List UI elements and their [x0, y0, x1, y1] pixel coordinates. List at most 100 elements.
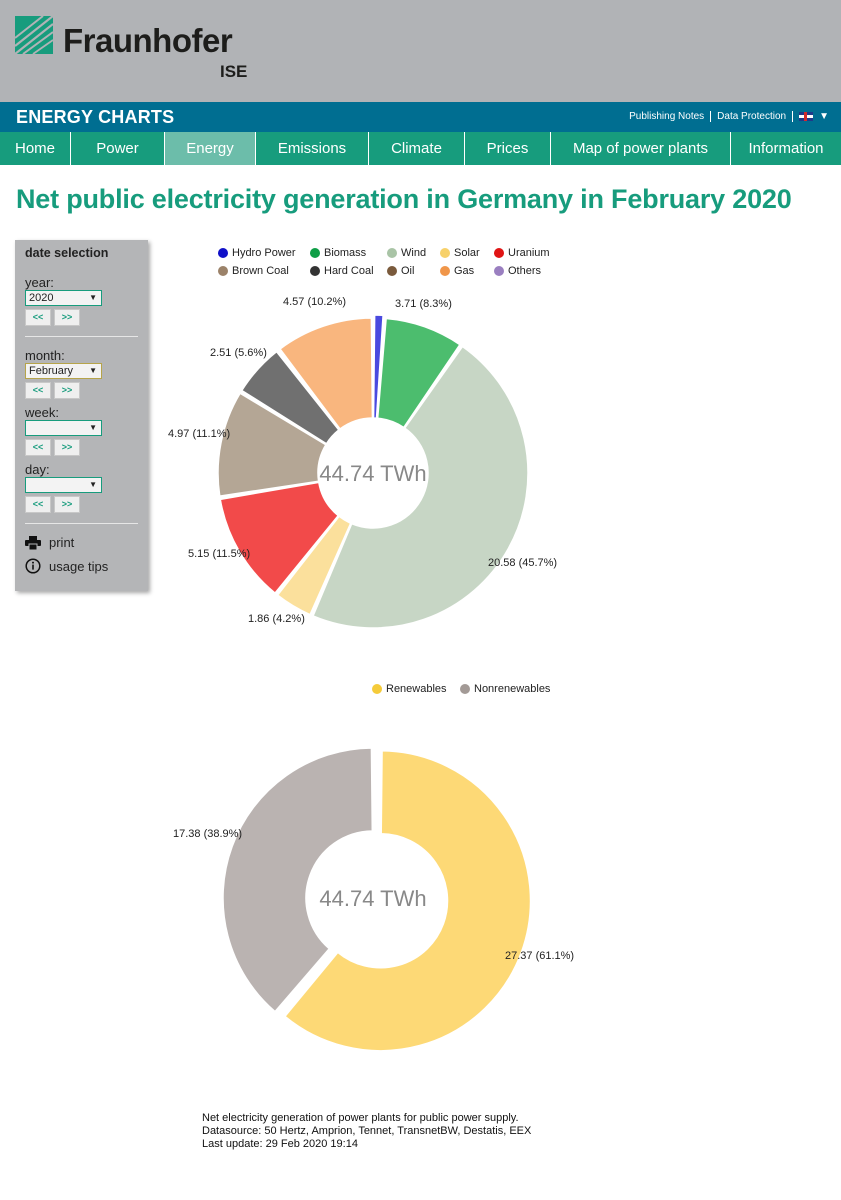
year-select[interactable]: 2020 ▼ — [25, 290, 102, 306]
publishing-notes-link[interactable]: Publishing Notes — [623, 111, 712, 122]
legend-label: Oil — [401, 265, 415, 277]
info-icon — [25, 558, 41, 574]
nav-item-prices[interactable]: Prices — [465, 132, 551, 165]
slice-renewables[interactable] — [284, 750, 532, 1052]
legend-item-gas[interactable]: Gas — [440, 265, 474, 277]
usage-tips-button[interactable]: usage tips — [25, 558, 138, 574]
nav-item-home[interactable]: Home — [0, 132, 71, 165]
logo-name: Fraunhofer — [63, 22, 233, 59]
top-links: Publishing Notes Data Protection ▼ — [623, 111, 829, 122]
month-value: February — [29, 365, 74, 377]
legend-label: Biomass — [324, 247, 367, 259]
legend-label: Nonrenewables — [474, 683, 551, 695]
year-value: 2020 — [29, 292, 54, 304]
divider — [25, 336, 138, 337]
slice-label-solar: 1.86 (4.2%) — [248, 613, 305, 625]
legend-item-hard-coal[interactable]: Hard Coal — [310, 265, 374, 277]
print-button[interactable]: print — [25, 535, 138, 550]
app-title[interactable]: ENERGY CHARTS — [16, 107, 175, 127]
chevron-down-icon: ▼ — [89, 366, 97, 375]
month-select[interactable]: February ▼ — [25, 363, 102, 379]
chevron-down-icon: ▼ — [819, 111, 829, 122]
slice-label-wind: 20.58 (45.7%) — [488, 557, 557, 569]
title-bar: ENERGY CHARTS Publishing Notes Data Prot… — [0, 102, 841, 132]
legend-swatch — [310, 248, 320, 258]
legend-label: Hydro Power — [232, 247, 296, 259]
legend-item-oil[interactable]: Oil — [387, 265, 414, 277]
date-selection-panel: date selection year: 2020 ▼ << >> month:… — [15, 240, 148, 591]
legend-swatch — [387, 248, 397, 258]
page-title: Net public electricity generation in Ger… — [16, 184, 792, 214]
brand-bar: Fraunhofer ISE — [0, 0, 841, 102]
legend-item-others[interactable]: Others — [494, 265, 541, 277]
legend-item-biomass[interactable]: Biomass — [310, 247, 366, 259]
donut-center-total: 44.74 TWh — [319, 886, 426, 911]
legend-swatch — [218, 248, 228, 258]
legend-item-renewables[interactable]: Renewables — [372, 683, 447, 695]
day-select[interactable]: ▼ — [25, 477, 102, 493]
legend-item-solar[interactable]: Solar — [440, 247, 480, 259]
data-protection-link[interactable]: Data Protection — [711, 111, 794, 122]
usage-tips-label: usage tips — [49, 558, 109, 574]
nav-item-power[interactable]: Power — [71, 132, 165, 165]
week-select[interactable]: ▼ — [25, 420, 102, 436]
logo-subtitle: ISE — [220, 62, 248, 81]
language-selector[interactable]: ▼ — [793, 111, 829, 122]
nav-item-emissions[interactable]: Emissions — [256, 132, 369, 165]
chevron-down-icon: ▼ — [89, 423, 97, 432]
slice-label-biomass: 3.71 (8.3%) — [395, 298, 452, 310]
year-next-button[interactable]: >> — [54, 309, 80, 326]
legend-item-nonrenewables[interactable]: Nonrenewables — [460, 683, 550, 695]
legend-label: Uranium — [508, 247, 550, 259]
chart-footnote: Net electricity generation of power plan… — [202, 1112, 531, 1151]
nav-item-energy[interactable]: Energy — [165, 132, 256, 165]
legend-item-uranium[interactable]: Uranium — [494, 247, 550, 259]
day-prev-button[interactable]: << — [25, 496, 51, 513]
nav-item-map-of-power-plants[interactable]: Map of power plants — [551, 132, 731, 165]
day-next-button[interactable]: >> — [54, 496, 80, 513]
day-stepper: << >> — [25, 496, 138, 513]
slice-hard-coal[interactable] — [241, 350, 340, 445]
slice-wind[interactable] — [312, 345, 529, 629]
nav-item-climate[interactable]: Climate — [369, 132, 465, 165]
fraunhofer-logo[interactable]: Fraunhofer ISE — [15, 16, 255, 86]
year-prev-button[interactable]: << — [25, 309, 51, 326]
legend-label: Hard Coal — [324, 265, 374, 277]
slice-biomass[interactable] — [376, 317, 461, 429]
month-next-button[interactable]: >> — [54, 382, 80, 399]
slice-uranium[interactable] — [219, 481, 339, 594]
print-label: print — [49, 535, 75, 550]
slice-label-renewables: 27.37 (61.1%) — [505, 950, 574, 962]
month-stepper: << >> — [25, 382, 138, 399]
legend-label: Brown Coal — [232, 265, 289, 277]
week-stepper: << >> — [25, 439, 138, 456]
legend-item-hydro-power[interactable]: Hydro Power — [218, 247, 296, 259]
week-next-button[interactable]: >> — [54, 439, 80, 456]
year-label: year: — [25, 275, 54, 290]
slice-nonrenewables[interactable] — [222, 747, 374, 1013]
footnote-last-update: Last update: 29 Feb 2020 19:14 — [202, 1138, 358, 1150]
slice-label-gas: 4.57 (10.2%) — [283, 296, 346, 308]
uk-flag-icon — [799, 112, 814, 121]
month-label: month: — [25, 348, 65, 363]
legend-swatch — [372, 684, 382, 694]
donut-center-total: 44.74 TWh — [319, 461, 426, 486]
year-stepper: << >> — [25, 309, 138, 326]
divider — [25, 523, 138, 524]
nav-item-information[interactable]: Information — [748, 140, 824, 157]
slice-gas[interactable] — [279, 317, 374, 430]
week-label: week: — [25, 405, 59, 420]
slice-solar[interactable] — [276, 515, 352, 616]
footnote-line-1: Net electricity generation of power plan… — [202, 1112, 519, 1124]
chevron-down-icon: ▼ — [89, 480, 97, 489]
legend-item-wind[interactable]: Wind — [387, 247, 426, 259]
legend-item-brown-coal[interactable]: Brown Coal — [218, 265, 289, 277]
month-prev-button[interactable]: << — [25, 382, 51, 399]
week-prev-button[interactable]: << — [25, 439, 51, 456]
slice-brown-coal[interactable] — [217, 392, 327, 497]
slice-hydro-power[interactable] — [372, 314, 384, 419]
legend-label: Renewables — [386, 683, 447, 695]
legend-label: Gas — [454, 265, 475, 277]
legend-label: Others — [508, 265, 542, 277]
